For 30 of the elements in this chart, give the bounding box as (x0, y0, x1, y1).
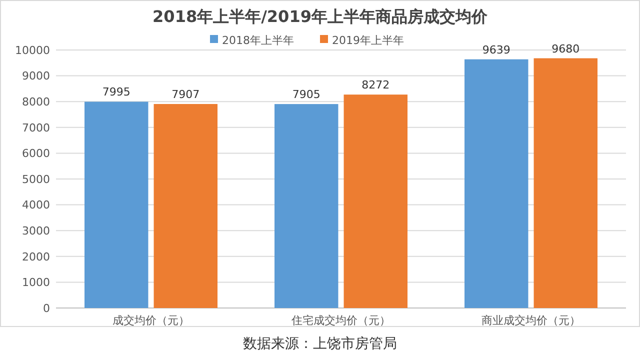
y-tick-label: 8000 (22, 95, 50, 108)
data-label: 7907 (172, 88, 200, 101)
x-tick-label: 商业成交均价（元） (482, 314, 580, 327)
y-tick-label: 0 (43, 302, 50, 315)
bar (84, 102, 148, 308)
y-tick-label: 10000 (15, 44, 50, 57)
source-note: 数据来源：上饶市房管局 (243, 336, 397, 352)
y-tick-label: 3000 (22, 224, 50, 238)
data-label: 7995 (102, 86, 130, 99)
data-label: 7905 (292, 88, 320, 102)
y-tick-label: 9000 (22, 70, 50, 83)
data-label: 9639 (482, 43, 510, 56)
bar (464, 59, 528, 308)
y-tick-label: 5000 (22, 172, 50, 186)
bar (154, 104, 218, 308)
bar (274, 104, 338, 308)
data-label: 8272 (362, 78, 390, 92)
y-tick-label: 1000 (22, 276, 50, 290)
data-label: 9680 (552, 42, 580, 56)
y-tick-label: 6000 (22, 147, 50, 160)
y-tick-label: 4000 (22, 198, 50, 212)
legend-label: 2019年上半年 (332, 34, 404, 47)
y-tick-label: 7000 (22, 121, 50, 134)
y-tick-label: 2000 (22, 250, 50, 264)
chart-title: 2018年上半年/2019年上半年商品房成交均价 (152, 7, 488, 26)
bar (534, 58, 598, 308)
x-tick-label: 成交均价（元） (112, 314, 190, 327)
x-tick-label: 住宅成交均价（元） (292, 314, 390, 327)
bar (344, 94, 408, 308)
legend-label: 2018年上半年 (222, 34, 294, 47)
